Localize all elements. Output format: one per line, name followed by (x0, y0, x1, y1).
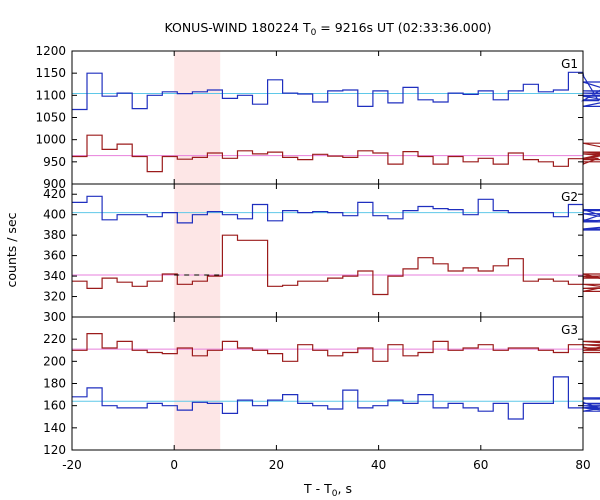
y-tick-label: 380 (43, 228, 66, 242)
y-tick-label: 1150 (35, 66, 66, 80)
y-tick-label: 200 (43, 354, 66, 368)
y-tick-label: 1000 (35, 133, 66, 147)
x-tick-label: -20 (62, 458, 82, 472)
x-tick-label: 0 (170, 458, 178, 472)
x-tick-label: 20 (269, 458, 284, 472)
plot-group: 90095010001050110011501200G1300320340360… (35, 44, 600, 472)
y-tick-label: 220 (43, 332, 66, 346)
y-tick-label: 300 (43, 310, 66, 324)
panel-label: G1 (561, 57, 578, 71)
y-tick-label: 400 (43, 208, 66, 222)
y-tick-label: 180 (43, 377, 66, 391)
series-step-line (72, 71, 600, 111)
x-tick-label: 60 (473, 458, 488, 472)
panel-g2: 300 320 340 360 380 400 420 G2 (43, 183, 600, 324)
x-tick-label: 40 (371, 458, 386, 472)
panel-label: G2 (561, 190, 578, 204)
series-step-line (72, 234, 600, 296)
highlight-interval (174, 51, 221, 450)
y-tick-label: 950 (43, 155, 66, 169)
x-axis-title: T - T0, s (303, 481, 352, 499)
y-tick-label: 360 (43, 249, 66, 263)
y-axis-title: counts / sec (4, 212, 19, 287)
panel-g1: 900 950 1000 1050 1100 1150 1200 G1 (35, 44, 600, 191)
panel-g3: 120 140 160 180 200 220 G3 (43, 316, 600, 457)
y-tick-label: 900 (43, 177, 66, 191)
y-tick-label: 320 (43, 290, 66, 304)
y-tick-label: 120 (43, 443, 66, 457)
y-tick-label: 340 (43, 269, 66, 283)
y-tick-label: 1050 (35, 111, 66, 125)
y-tick-label: 1200 (35, 44, 66, 58)
y-tick-label: 140 (43, 421, 66, 435)
series-step-line (72, 134, 600, 173)
y-tick-label: 420 (43, 187, 66, 201)
panel-frame (71, 183, 584, 318)
chart-title: KONUS-WIND 180224 T0 = 9216s UT (02:33:3… (164, 20, 491, 38)
x-tick-label: 80 (575, 458, 590, 472)
panel-label: G3 (561, 323, 578, 337)
series-step-line (72, 376, 600, 420)
y-tick-label: 160 (43, 399, 66, 413)
y-tick-label: 1100 (35, 88, 66, 102)
series-step-line (72, 333, 600, 362)
series-step-line (72, 195, 600, 231)
panel-frame (71, 316, 584, 451)
